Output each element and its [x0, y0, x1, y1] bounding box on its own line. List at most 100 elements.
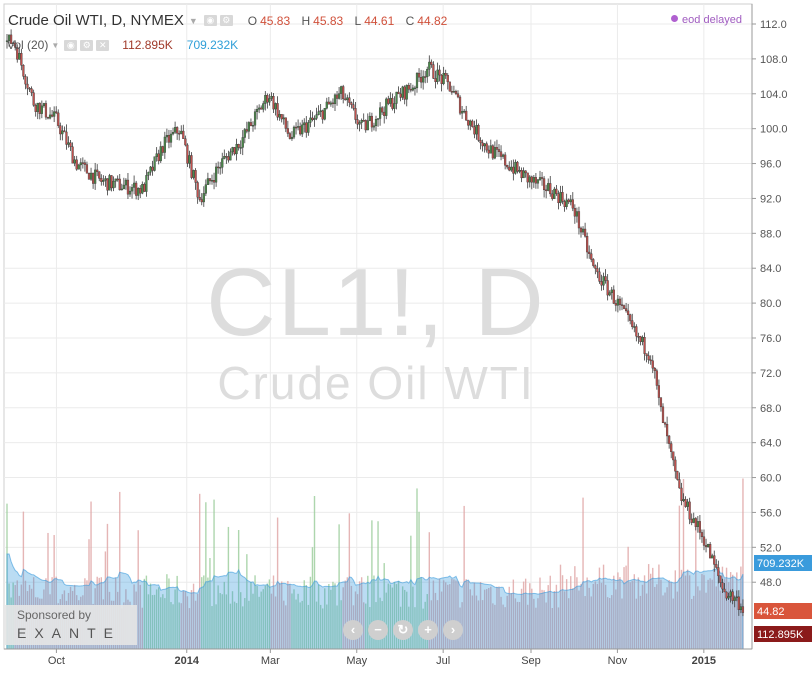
- volume-bar: [227, 526, 230, 649]
- arrow-right-icon[interactable]: ›: [443, 620, 463, 640]
- volume-bar: [387, 583, 389, 649]
- candle-body: [120, 188, 123, 191]
- volume-bar: [613, 575, 615, 649]
- volume-bar: [652, 567, 654, 649]
- volume-bar: [520, 588, 523, 649]
- volume-bar: [88, 539, 90, 649]
- close-icon[interactable]: ✕: [96, 39, 110, 51]
- volume-bar: [260, 591, 262, 649]
- candle-body: [606, 280, 609, 296]
- eye-icon[interactable]: ◉: [64, 39, 78, 51]
- sponsor-badge[interactable]: Sponsored by EXANTE: [5, 605, 137, 645]
- gear-icon[interactable]: ⚙: [219, 15, 233, 26]
- candle-body: [538, 177, 542, 180]
- ohlc-low-value: 44.61: [364, 13, 395, 28]
- candle-body: [510, 166, 513, 171]
- volume-bar: [572, 588, 574, 649]
- volume-bar: [725, 567, 728, 649]
- volume-bar: [348, 513, 351, 649]
- price-axis[interactable]: 112.0 108.0 104.0 100.0 96.0 92.0 88.0 84.0 80.0…: [751, 4, 788, 649]
- volume-bar: [551, 608, 553, 649]
- volume-bar: [600, 582, 603, 649]
- volume-bar: [145, 575, 148, 649]
- candle-body: [415, 72, 419, 89]
- zoom-in-icon[interactable]: +: [418, 620, 438, 640]
- volume-bar: [317, 584, 320, 649]
- zoom-out-icon[interactable]: −: [368, 620, 388, 640]
- candle-body: [139, 188, 142, 194]
- volume-bar: [512, 579, 515, 649]
- volume-bar: [543, 590, 545, 649]
- candle-body: [506, 165, 509, 168]
- candle-body: [169, 133, 173, 143]
- volume-bar: [736, 572, 738, 649]
- volume-bar: [654, 586, 656, 649]
- gear-icon[interactable]: ⚙: [80, 39, 94, 51]
- candle-body: [36, 102, 39, 112]
- volume-bar: [436, 600, 439, 649]
- candle-body: [346, 97, 349, 101]
- candle-body: [176, 127, 179, 134]
- chevron-down-icon[interactable]: ▼: [188, 15, 198, 26]
- candle-body: [735, 596, 738, 599]
- candle-body: [596, 268, 599, 273]
- volume-bar: [498, 586, 500, 649]
- y-tick-label: 68.0: [760, 403, 781, 415]
- volume-bar: [180, 603, 182, 649]
- candle-body: [737, 596, 740, 611]
- volume-bar: [194, 600, 197, 649]
- volume-bar: [340, 600, 342, 649]
- volume-bar: [229, 603, 232, 649]
- volume-bar: [641, 584, 644, 649]
- volume-bar: [119, 491, 121, 649]
- volume-bar: [527, 604, 529, 649]
- candle-body: [602, 276, 605, 286]
- volume-bar: [594, 581, 597, 649]
- volume-bar: [283, 600, 285, 649]
- chevron-down-icon[interactable]: ▼: [51, 40, 60, 50]
- y-tick-label: 92.0: [760, 193, 781, 205]
- candle-body: [106, 178, 109, 191]
- candle-body: [18, 53, 21, 60]
- candle-body: [206, 178, 209, 185]
- candle-body: [7, 34, 11, 41]
- arrow-left-icon[interactable]: ‹: [343, 620, 363, 640]
- volume-bar: [184, 591, 187, 649]
- candle-body: [63, 130, 66, 133]
- candle-body: [89, 172, 93, 180]
- reset-icon[interactable]: ↻: [393, 620, 413, 640]
- volume-bar: [190, 590, 193, 649]
- candle-body: [610, 289, 613, 293]
- candle-body: [387, 98, 390, 104]
- candle-body: [372, 125, 376, 128]
- volume-bar: [490, 586, 492, 649]
- candle-body: [565, 199, 568, 207]
- eod-status: eod delayed: [671, 14, 742, 26]
- candle-body: [651, 360, 654, 369]
- volume-bar: [609, 598, 611, 649]
- candle-body: [586, 236, 589, 253]
- candle-body: [420, 76, 423, 83]
- candle-body: [471, 120, 474, 127]
- candle-body: [360, 119, 363, 123]
- volume-bar: [662, 595, 664, 649]
- volume-bar: [481, 600, 484, 649]
- time-axis[interactable]: Oct 2014 Mar May Jul Sep Nov 2015: [4, 648, 752, 667]
- eye-icon[interactable]: ◉: [203, 15, 217, 26]
- volume-bar: [586, 577, 588, 649]
- volume-bar: [438, 578, 441, 649]
- candle-body: [102, 179, 105, 182]
- candle-body: [188, 155, 191, 164]
- volume-bar: [47, 532, 49, 649]
- volume-bar: [547, 585, 549, 649]
- volume-bar: [656, 584, 658, 649]
- ohlc-values: O 45.83 H 45.83 L 44.61 C 44.82: [248, 14, 456, 28]
- candle-body: [38, 102, 41, 114]
- candle-body: [577, 211, 581, 229]
- candle-body: [612, 289, 615, 304]
- sponsor-caption: Sponsored by: [17, 608, 92, 622]
- volume-bar: [178, 602, 180, 649]
- volume-bar: [363, 602, 365, 649]
- volume-bar: [545, 602, 547, 649]
